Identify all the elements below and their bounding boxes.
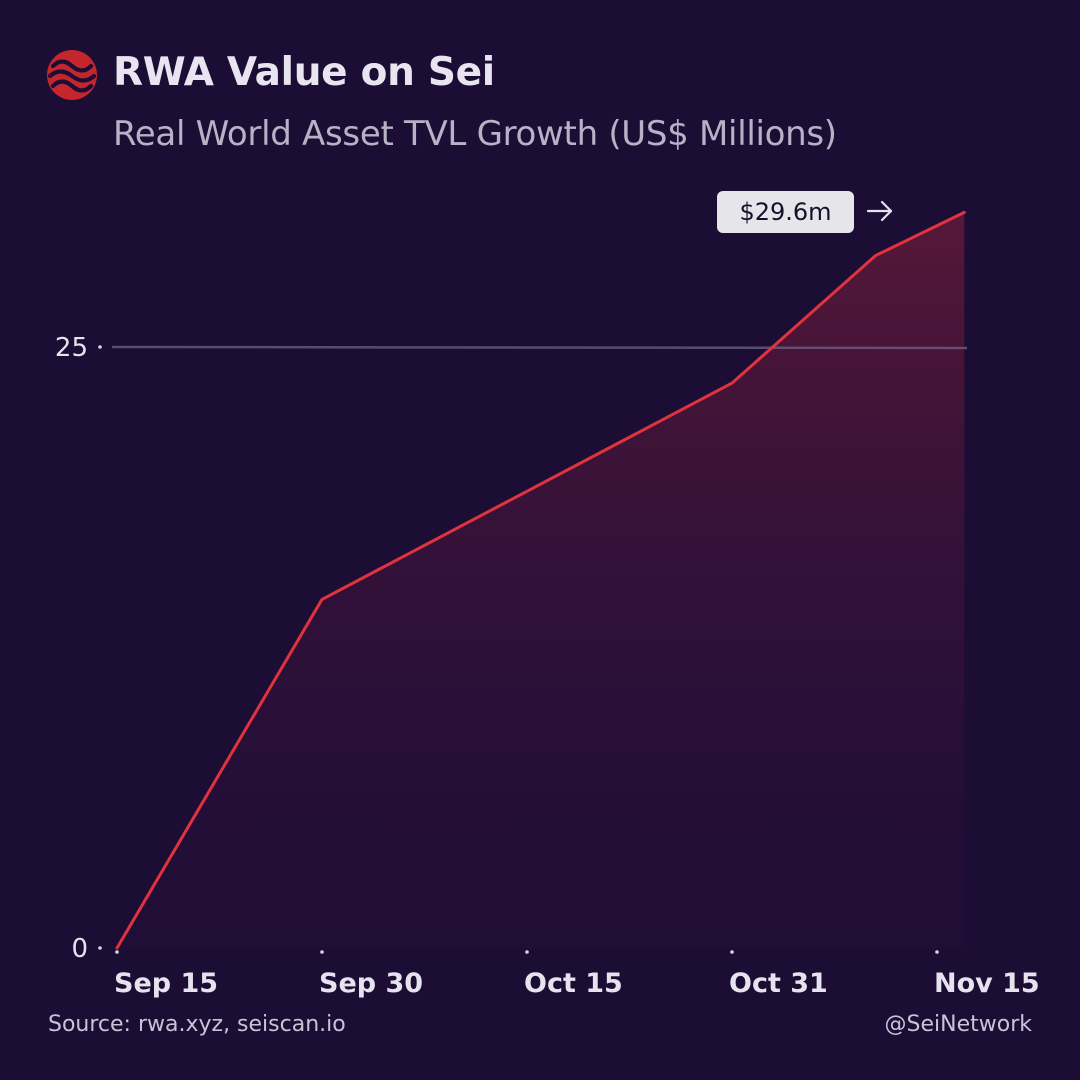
source-note: Source: rwa.xyz, seiscan.io [48,1012,346,1037]
x-tick-dot-2 [525,950,529,954]
chart-title: RWA Value on Sei [113,50,495,95]
y-tick-label-25: 25 [55,333,88,363]
value-label-box [717,191,854,233]
value-label: $29.6m [717,191,854,233]
x-tick-label-4: Nov 15 [934,968,1040,999]
y-tick-label-0: 0 [71,934,88,964]
right-arrow-icon [866,200,893,222]
sei-logo-wave-3 [50,79,94,93]
sei-logo-wave-1 [50,59,94,73]
social-handle: @SeiNetwork [884,1012,1032,1037]
right-arrow-head [880,200,893,222]
x-tick-label-3: Oct 31 [729,968,828,999]
area-fill [117,212,965,948]
y-tick-dot-25 [98,345,102,349]
x-tick-dot-3 [730,950,734,954]
sei-logo-wave-2 [47,69,97,83]
x-tick-dot-1 [320,950,324,954]
y-tick-dot-0 [98,946,102,950]
x-tick-label-0: Sep 15 [114,968,218,999]
sei-logo-icon [47,50,97,100]
x-tick-label-1: Sep 30 [319,968,423,999]
value-label-text: $29.6m [739,198,831,226]
x-tick-dot-0 [115,950,119,954]
x-tick-label-2: Oct 15 [524,968,623,999]
x-tick-dot-4 [935,950,939,954]
gridline-25 [111,345,968,350]
chart-subtitle: Real World Asset TVL Growth (US$ Million… [113,114,837,154]
